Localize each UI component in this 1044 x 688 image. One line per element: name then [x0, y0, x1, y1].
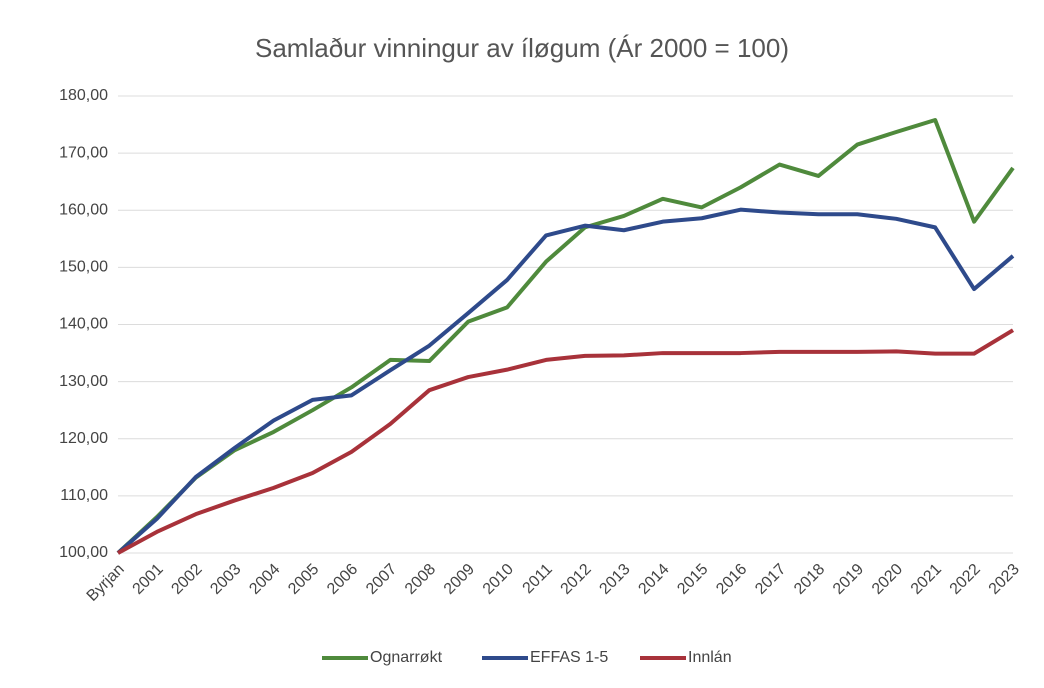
x-tick-label: 2009 [441, 561, 478, 598]
y-tick-label: 130,00 [59, 373, 108, 390]
x-tick-label: Byrjan [84, 561, 128, 605]
x-tick-label: 2005 [285, 561, 322, 598]
x-tick-label: 2004 [246, 561, 283, 598]
line-series [116, 207, 1015, 555]
x-tick-label: 2002 [168, 561, 205, 598]
y-tick-label: 140,00 [59, 316, 108, 333]
x-tick-label: 2011 [520, 561, 556, 597]
x-tick-label: 2021 [908, 561, 945, 598]
y-tick-label: 120,00 [59, 430, 108, 447]
x-tick-label: 2014 [635, 561, 672, 598]
line-series [117, 328, 1015, 555]
legend-label: Ognarrøkt [370, 649, 443, 666]
legend-label: EFFAS 1-5 [530, 649, 608, 666]
x-tick-label: 2001 [130, 561, 167, 598]
x-tick-label: 2017 [752, 561, 789, 598]
x-tick-label: 2012 [558, 561, 595, 598]
x-tick-label: 2020 [869, 561, 906, 598]
x-tick-label: 2015 [674, 561, 711, 598]
y-tick-label: 150,00 [59, 259, 108, 276]
chart-title: Samlaður vinningur av íløgum (Ár 2000 = … [255, 33, 789, 63]
y-tick-label: 100,00 [59, 544, 108, 561]
x-tick-label: 2016 [713, 561, 750, 598]
y-tick-label: 180,00 [59, 87, 108, 104]
y-tick-label: 110,00 [60, 487, 108, 504]
line-series [116, 117, 1015, 555]
x-tick-label: 2008 [402, 561, 439, 598]
legend-label: Innlán [688, 649, 732, 666]
x-tick-label: 2013 [596, 561, 633, 598]
y-tick-label: 170,00 [59, 144, 108, 161]
x-tick-label: 2007 [363, 561, 400, 598]
x-tick-label: 2022 [947, 561, 984, 598]
x-tick-label: 2023 [986, 561, 1023, 598]
x-tick-label: 2006 [324, 561, 361, 598]
x-tick-label: 2003 [207, 561, 244, 598]
y-tick-label: 160,00 [59, 201, 108, 218]
x-tick-label: 2010 [480, 561, 517, 598]
x-tick-label: 2019 [830, 561, 867, 598]
x-tick-label: 2018 [791, 561, 828, 598]
